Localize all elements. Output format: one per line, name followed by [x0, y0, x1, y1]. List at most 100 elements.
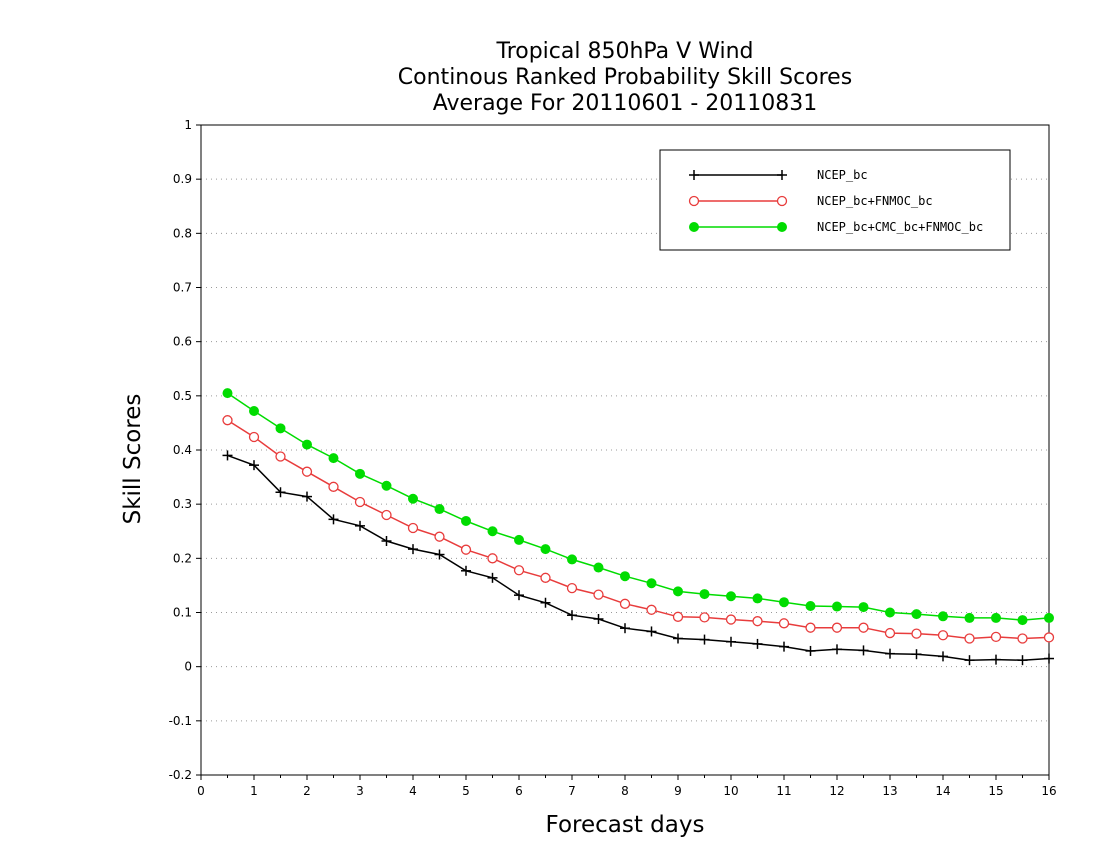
- chart-title-line: Tropical 850hPa V Wind: [495, 39, 753, 64]
- data-point-filled-circle: [646, 578, 657, 589]
- y-tick-label: 0.3: [173, 497, 192, 511]
- x-axis-ticks: 0 1 2 3 4 5 6 7 8 9 10 11 12 13 14 15 16: [197, 775, 1057, 798]
- data-point-filled-circle: [1017, 615, 1028, 626]
- data-point-open-circle: [619, 598, 631, 609]
- x-tick-label: 15: [988, 784, 1003, 798]
- series-line: [227, 392, 1050, 621]
- x-tick-label: 9: [674, 784, 682, 798]
- data-point-filled-circle: [328, 453, 339, 464]
- data-point-open-circle: [540, 572, 551, 583]
- data-point-filled-circle: [514, 534, 524, 545]
- data-point-filled-circle: [885, 607, 895, 618]
- data-point-filled-circle: [673, 586, 683, 597]
- data-point-filled-circle: [540, 544, 551, 555]
- data-point-filled-circle: [689, 222, 699, 232]
- data-point-filled-circle: [222, 388, 233, 399]
- series-0: [222, 450, 1054, 666]
- chart-title-line: Continous Ranked Probability Skill Score…: [398, 65, 852, 90]
- data-point-filled-circle: [487, 526, 498, 537]
- data-point-open-circle: [911, 628, 922, 639]
- data-point-open-circle: [778, 618, 790, 629]
- y-tick-label: 0.8: [173, 226, 192, 240]
- chart-title-line: Average For 20110601 - 20110831: [433, 91, 818, 116]
- data-point-open-circle: [381, 509, 392, 521]
- x-tick-label: 13: [882, 784, 897, 798]
- x-tick-label: 12: [829, 784, 844, 798]
- x-tick-label: 16: [1041, 784, 1056, 798]
- data-point-open-circle: [301, 466, 313, 477]
- legend-entry-label: NCEP_bc: [817, 168, 868, 182]
- x-tick-label: 11: [776, 784, 791, 798]
- data-point-open-circle: [672, 611, 684, 622]
- data-point-filled-circle: [699, 589, 710, 600]
- data-point-open-circle: [275, 451, 286, 462]
- data-point-filled-circle: [832, 601, 842, 612]
- data-point-open-circle: [328, 481, 339, 492]
- x-tick-label: 8: [621, 784, 629, 798]
- y-tick-label: 0.4: [173, 443, 192, 457]
- data-point-open-circle: [434, 531, 445, 542]
- x-tick-label: 1: [250, 784, 258, 798]
- y-axis-label: Skill Scores: [120, 394, 146, 525]
- data-point-filled-circle: [777, 222, 787, 232]
- y-tick-label: 0: [184, 660, 192, 674]
- data-point-filled-circle: [938, 611, 948, 622]
- x-tick-label: 4: [409, 784, 417, 798]
- data-point-open-circle: [513, 565, 525, 576]
- y-tick-label: 0.5: [173, 389, 192, 403]
- y-tick-label: 0.7: [173, 281, 192, 295]
- legend: NCEP_bc NCEP_bc+FNMOC_bc NCEP_bc+CMC_bc+FN…: [659, 149, 1011, 251]
- x-tick-label: 3: [356, 784, 364, 798]
- data-point-open-circle: [752, 616, 763, 627]
- data-point-open-circle: [831, 622, 843, 633]
- data-point-open-circle: [990, 631, 1002, 643]
- y-tick-label: 0.1: [173, 606, 192, 620]
- x-tick-label: 14: [935, 784, 950, 798]
- x-tick-label: 5: [462, 784, 470, 798]
- x-tick-label: 0: [197, 784, 205, 798]
- data-point-open-circle: [222, 415, 233, 426]
- data-point-filled-circle: [779, 597, 789, 608]
- legend-box: [659, 149, 1011, 251]
- y-tick-label: -0.2: [169, 768, 192, 782]
- y-axis-ticks: -0.2 -0.1 0 0.1 0.2 0.3 0.4 0.5 0.6 0.7 0.8 0.9 1: [169, 118, 201, 782]
- data-point-open-circle: [354, 496, 366, 508]
- data-point-open-circle: [487, 553, 498, 564]
- series-2: [222, 388, 1054, 626]
- series-1: [222, 415, 1055, 644]
- x-tick-label: 6: [515, 784, 523, 798]
- data-point-open-circle: [688, 195, 700, 207]
- data-point-filled-circle: [275, 423, 286, 434]
- data-point-filled-circle: [1044, 612, 1054, 623]
- data-point-open-circle: [460, 544, 472, 555]
- data-point-open-circle: [1017, 633, 1028, 644]
- y-tick-label: 1: [184, 118, 192, 132]
- x-tick-label: 2: [303, 784, 311, 798]
- y-tick-label: -0.1: [169, 714, 192, 728]
- data-point-filled-circle: [434, 504, 445, 515]
- series-line: [227, 454, 1050, 661]
- data-point-filled-circle: [805, 601, 816, 611]
- data-point-filled-circle: [567, 554, 577, 565]
- data-point-open-circle: [646, 604, 657, 615]
- data-point-open-circle: [776, 195, 788, 207]
- y-tick-label: 0.9: [173, 172, 192, 186]
- data-point-filled-circle: [408, 493, 418, 504]
- y-tick-label: 0.6: [173, 335, 192, 349]
- legend-entry-label: NCEP_bc+FNMOC_bc: [817, 194, 933, 208]
- data-point-open-circle: [964, 633, 975, 644]
- data-point-open-circle: [937, 630, 949, 641]
- data-point-filled-circle: [964, 612, 975, 623]
- data-point-filled-circle: [355, 468, 365, 479]
- series-lines: [222, 388, 1055, 666]
- y-tick-label: 0.2: [173, 551, 192, 565]
- series-line: [227, 419, 1050, 640]
- data-point-open-circle: [725, 614, 737, 625]
- data-point-open-circle: [407, 522, 419, 534]
- data-point-filled-circle: [461, 515, 471, 526]
- data-point-filled-circle: [911, 609, 922, 620]
- data-point-open-circle: [566, 582, 578, 594]
- legend-entry-label: NCEP_bc+CMC_bc+FNMOC_bc: [817, 220, 983, 234]
